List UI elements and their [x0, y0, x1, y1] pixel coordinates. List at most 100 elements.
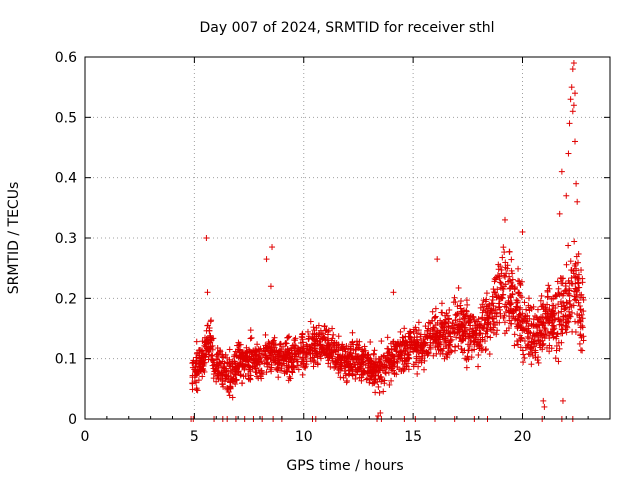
data-point — [263, 256, 270, 263]
data-point — [517, 282, 524, 289]
data-point — [543, 307, 550, 314]
data-point — [515, 265, 522, 272]
data-point — [217, 347, 224, 354]
data-point — [275, 374, 282, 381]
data-point — [536, 315, 543, 322]
data-point — [508, 267, 515, 274]
data-point — [496, 319, 503, 326]
data-point — [464, 301, 471, 308]
data-point — [519, 228, 526, 235]
data-point — [209, 353, 216, 360]
data-point — [521, 337, 528, 344]
data-point — [540, 340, 547, 347]
data-point — [506, 248, 513, 255]
data-point — [220, 383, 227, 390]
data-point — [483, 290, 490, 297]
data-point — [262, 354, 269, 361]
data-point — [509, 270, 516, 277]
data-point — [429, 308, 436, 315]
data-point — [479, 336, 486, 343]
data-point — [239, 380, 246, 387]
data-point — [568, 267, 575, 274]
data-point — [556, 345, 563, 352]
data-point — [413, 327, 420, 334]
data-point — [219, 380, 226, 387]
data-point — [222, 375, 229, 382]
data-point — [579, 322, 586, 329]
data-point — [207, 318, 214, 325]
data-point — [226, 346, 233, 353]
data-point — [572, 296, 579, 303]
data-point — [463, 356, 470, 363]
data-point — [225, 372, 232, 379]
x-tick-label: 5 — [190, 429, 199, 445]
data-point — [492, 276, 499, 283]
data-point — [312, 338, 319, 345]
data-point — [452, 317, 459, 324]
data-point — [263, 344, 270, 351]
data-point — [254, 341, 261, 348]
data-point — [296, 354, 303, 361]
data-point — [284, 368, 291, 375]
data-point — [469, 325, 476, 332]
data-point — [515, 277, 522, 284]
data-point — [568, 84, 575, 91]
x-tick-label: 0 — [81, 429, 90, 445]
data-point — [325, 360, 332, 367]
data-point — [566, 120, 573, 127]
data-point — [559, 397, 566, 404]
data-point — [295, 351, 302, 358]
chart-title: Day 007 of 2024, SRMTID for receiver sth… — [200, 20, 495, 36]
data-point — [307, 318, 314, 325]
data-point — [457, 302, 464, 309]
data-point — [567, 96, 574, 103]
data-point — [528, 361, 535, 368]
data-point — [516, 289, 523, 296]
data-point — [567, 301, 574, 308]
data-point — [482, 330, 489, 337]
data-point — [526, 335, 533, 342]
data-point — [258, 375, 265, 382]
data-point — [523, 306, 530, 313]
data-point — [193, 386, 200, 393]
data-point — [491, 275, 498, 282]
axes: 0 0.1 0.2 0.3 0.4 0.5 0.6 0 5 10 15 20 — [55, 50, 610, 445]
data-point — [484, 319, 491, 326]
x-tick-label: 20 — [514, 429, 532, 445]
data-point — [563, 192, 570, 199]
data-point — [535, 316, 542, 323]
data-point — [312, 359, 319, 366]
data-point — [229, 394, 236, 401]
data-point — [282, 339, 289, 346]
data-point — [509, 276, 516, 283]
data-point — [325, 327, 332, 334]
data-point — [471, 317, 478, 324]
data-point — [521, 355, 528, 362]
data-point — [455, 284, 462, 291]
data-point — [300, 358, 307, 365]
data-point — [247, 335, 254, 342]
data-point — [248, 334, 255, 341]
data-point — [578, 267, 585, 274]
data-point — [566, 297, 573, 304]
data-point — [225, 388, 232, 395]
data-point — [513, 296, 520, 303]
data-point — [263, 369, 270, 376]
data-point — [476, 330, 483, 337]
data-point — [362, 347, 369, 354]
data-point — [575, 271, 582, 278]
data-point — [535, 359, 542, 366]
data-point — [370, 350, 377, 357]
data-point — [421, 366, 428, 373]
data-point — [335, 333, 342, 340]
data-point — [445, 316, 452, 323]
data-point — [511, 331, 518, 338]
data-point — [415, 319, 422, 326]
data-point — [454, 303, 461, 310]
data-point — [487, 334, 494, 341]
data-point — [417, 333, 424, 340]
data-point — [443, 320, 450, 327]
data-point — [382, 370, 389, 377]
data-point — [572, 138, 578, 145]
